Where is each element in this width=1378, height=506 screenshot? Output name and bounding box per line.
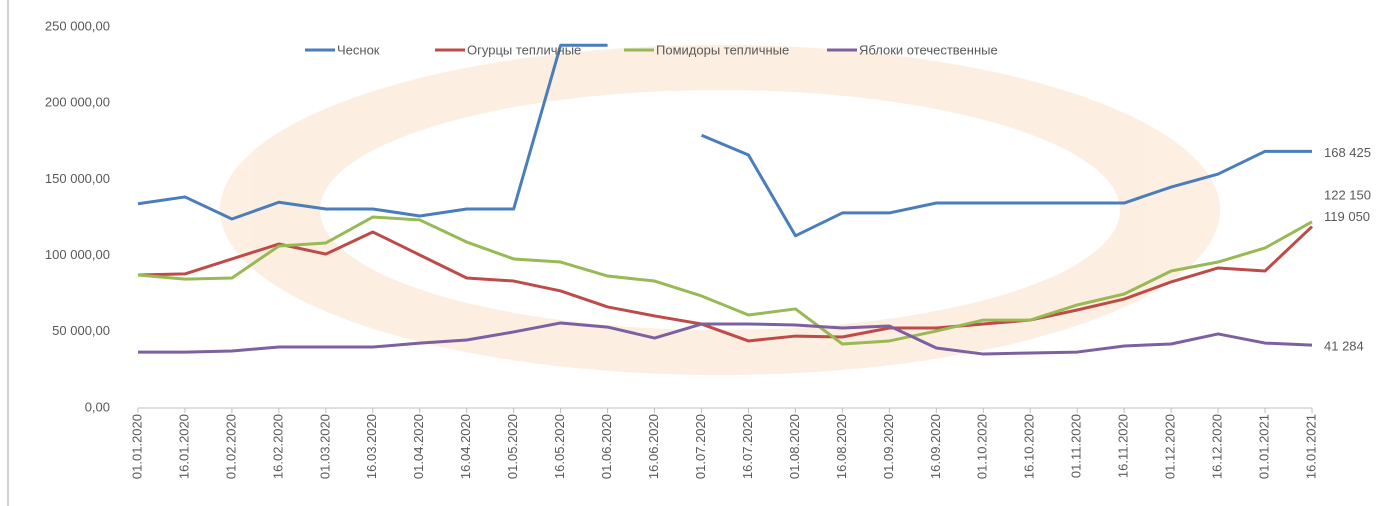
x-tick-label: 16.06.2020 xyxy=(646,414,661,479)
x-tick-label: 16.12.2020 xyxy=(1210,414,1225,479)
legend-label: Яблоки отечественные xyxy=(859,42,998,57)
x-tick-label: 16.02.2020 xyxy=(270,414,285,479)
x-tick-label: 01.10.2020 xyxy=(975,414,990,479)
x-tick-label: 16.04.2020 xyxy=(458,414,473,479)
x-tick-label: 01.11.2020 xyxy=(1069,414,1084,478)
x-tick-label: 01.04.2020 xyxy=(411,414,426,479)
y-tick-label: 150 000,00 xyxy=(45,171,110,186)
x-tick-label: 01.12.2020 xyxy=(1163,414,1178,479)
y-tick-label: 200 000,00 xyxy=(45,95,110,110)
x-tick-label: 16.03.2020 xyxy=(364,414,379,479)
x-tick-label: 16.08.2020 xyxy=(834,414,849,479)
y-tick-label: 100 000,00 xyxy=(45,247,110,262)
x-tick-label: 01.01.2021 xyxy=(1256,414,1271,479)
y-tick-label: 250 000,00 xyxy=(45,18,110,33)
data-label: 122 150 xyxy=(1324,187,1371,202)
y-tick-label: 0,00 xyxy=(85,399,110,414)
x-tick-label: 16.01.2020 xyxy=(176,414,191,479)
legend-label: Чеснок xyxy=(337,42,380,57)
x-tick-label: 16.11.2020 xyxy=(1116,414,1131,478)
x-tick-label: 01.01.2020 xyxy=(129,414,144,479)
x-tick-label: 16.10.2020 xyxy=(1022,414,1037,479)
x-tick-label: 16.01.2021 xyxy=(1303,414,1318,479)
x-tick-label: 01.07.2020 xyxy=(693,414,708,479)
data-label: 41 284 xyxy=(1324,339,1364,354)
x-tick-label: 16.09.2020 xyxy=(928,414,943,479)
x-tick-label: 01.08.2020 xyxy=(787,414,802,479)
chart: 0,00 50 000,00 100 000,00 150 000,00 200 000… xyxy=(0,0,1378,506)
x-tick-label: 01.05.2020 xyxy=(505,414,520,479)
legend-label: Помидоры тепличные xyxy=(656,42,789,57)
data-label: 168 425 xyxy=(1324,145,1371,160)
x-tick-label: 01.02.2020 xyxy=(223,414,238,479)
x-tick-label: 16.07.2020 xyxy=(740,414,755,479)
x-tick-label: 16.05.2020 xyxy=(552,414,567,479)
legend-label: Огурцы тепличные xyxy=(467,42,581,57)
x-tick-label: 01.03.2020 xyxy=(317,414,332,479)
data-label: 119 050 xyxy=(1324,209,1370,224)
x-tick-label: 01.06.2020 xyxy=(599,414,614,479)
x-tick-label: 01.09.2020 xyxy=(881,414,896,479)
page: {"chart_data": {"type": "line", "categor… xyxy=(0,0,1378,506)
y-tick-label: 50 000,00 xyxy=(52,323,110,338)
